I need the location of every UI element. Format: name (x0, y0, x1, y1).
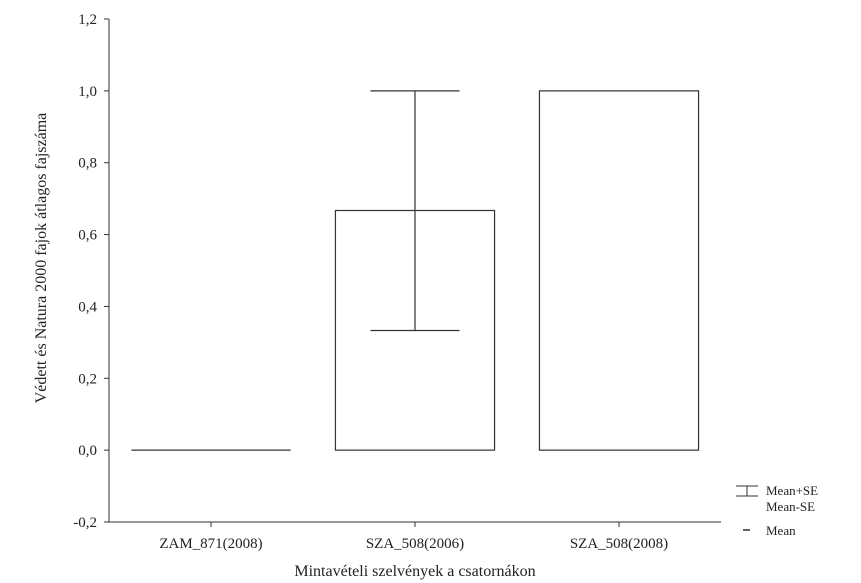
x-tick-label: ZAM_871(2008) (159, 536, 262, 552)
y-tick-label: 1,0 (78, 84, 97, 100)
x-axis: ZAM_871(2008) SZA_508(2006) SZA_508(2008) (109, 521, 721, 552)
x-tick-label: SZA_508(2008) (570, 536, 668, 552)
bar (538, 90, 700, 451)
y-tick-label: 0,6 (78, 228, 97, 244)
y-tick-label: -0,2 (73, 515, 97, 531)
x-tick-label: SZA_508(2006) (366, 536, 464, 552)
y-tick-label: 1,2 (78, 12, 97, 28)
y-tick-label: 0,0 (78, 443, 97, 459)
legend-label-mean-plus-se: Mean+SE (766, 483, 818, 498)
plot-area (131, 90, 700, 451)
legend-label-mean-minus-se: Mean-SE (766, 499, 815, 514)
x-axis-title: Mintavételi szelvények a csatornákon (294, 563, 535, 580)
y-axis: -0,2 0,0 0,2 0,4 0,6 0,8 1,0 1,2 (73, 12, 110, 531)
legend-label-mean: Mean (766, 523, 796, 538)
y-axis-title: Védett és Natura 2000 fajok átlagos fajs… (33, 113, 50, 404)
y-tick-label: 0,2 (78, 371, 97, 387)
y-tick-label: 0,4 (78, 299, 97, 315)
y-tick-label: 0,8 (78, 156, 97, 172)
